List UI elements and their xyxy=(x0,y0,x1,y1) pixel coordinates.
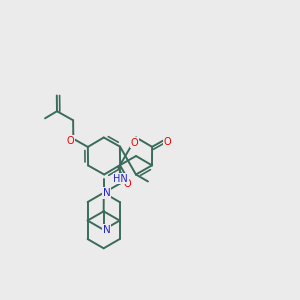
Text: O: O xyxy=(67,136,74,146)
Text: N: N xyxy=(103,225,110,235)
Text: O: O xyxy=(130,137,138,148)
Text: N: N xyxy=(103,188,110,198)
Text: HN: HN xyxy=(113,174,128,184)
Text: O: O xyxy=(124,179,131,189)
Text: O: O xyxy=(164,137,172,147)
